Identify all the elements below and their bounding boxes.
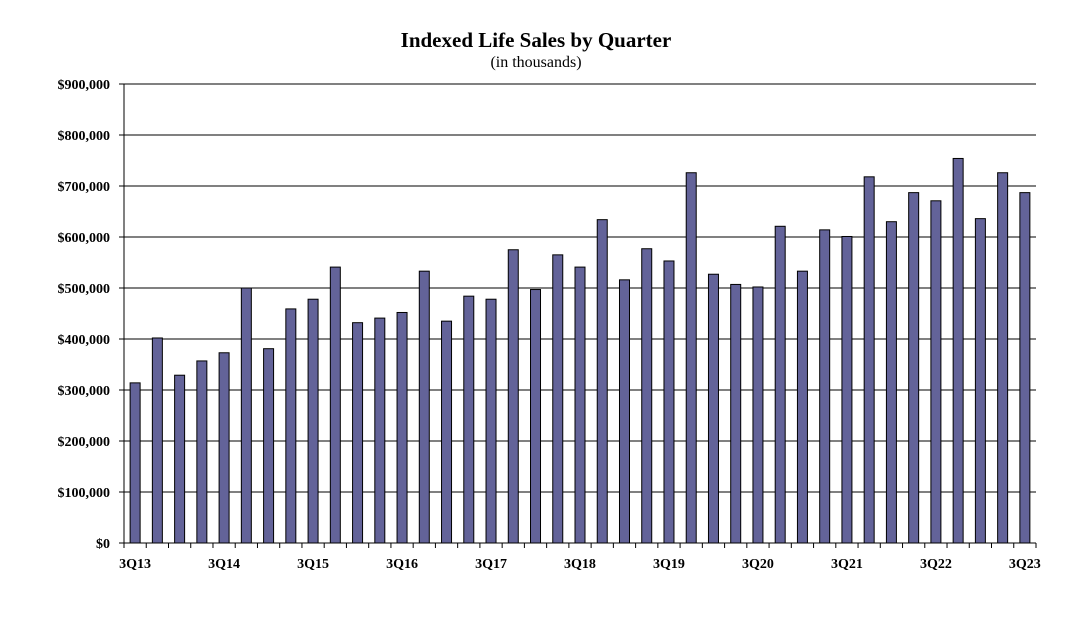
- bar-3Q18: [574, 266, 586, 544]
- bar-4Q19: [685, 172, 697, 544]
- bar-3Q13: [129, 382, 141, 544]
- bar-2Q15: [285, 308, 297, 544]
- bar-4Q16: [418, 270, 430, 544]
- bar-2Q22: [908, 192, 920, 544]
- bar-2Q21: [819, 229, 831, 544]
- bar-4Q21: [863, 176, 875, 544]
- bar-2Q17: [463, 295, 475, 544]
- bar-2Q16: [374, 317, 386, 544]
- bar-3Q15: [307, 298, 319, 544]
- bar-2Q23: [997, 172, 1009, 544]
- bar-1Q22: [885, 221, 897, 544]
- x-tick-label: 3Q15: [297, 557, 329, 572]
- bar-1Q19: [618, 279, 630, 544]
- bar-1Q20: [707, 273, 719, 544]
- bar-1Q18: [530, 289, 542, 544]
- x-tick-label: 3Q20: [742, 557, 774, 572]
- bar-4Q15: [329, 266, 341, 544]
- y-tick-label: $900,000: [58, 78, 111, 93]
- bar-1Q23: [974, 218, 986, 544]
- x-tick-label: 3Q13: [119, 557, 151, 572]
- bar-3Q21: [841, 235, 853, 544]
- bar-3Q22: [930, 200, 942, 544]
- bar-4Q18: [596, 219, 608, 544]
- bar-3Q16: [396, 311, 408, 544]
- bar-3Q20: [752, 286, 764, 544]
- x-tick-label: 3Q22: [920, 557, 952, 572]
- x-tick-label: 3Q18: [564, 557, 596, 572]
- bar-4Q13: [151, 337, 163, 544]
- x-tick-label: 3Q19: [653, 557, 685, 572]
- bar-3Q17: [485, 298, 497, 544]
- bar-2Q20: [730, 283, 742, 544]
- bar-1Q14: [174, 374, 186, 544]
- bar-1Q21: [796, 270, 808, 544]
- y-tick-label: $700,000: [58, 180, 111, 195]
- x-tick-label: 3Q16: [386, 557, 418, 572]
- y-tick-label: $200,000: [58, 435, 111, 450]
- bar-4Q14: [240, 287, 252, 544]
- chart-title: Indexed Life Sales by Quarter: [400, 28, 672, 52]
- bar-3Q14: [218, 352, 230, 544]
- bar-1Q15: [263, 348, 275, 544]
- x-tick-label: 3Q23: [1009, 557, 1041, 572]
- bar-2Q18: [552, 254, 564, 544]
- y-tick-label: $300,000: [58, 384, 111, 399]
- bar-1Q17: [441, 320, 453, 544]
- x-tick-label: 3Q17: [475, 557, 507, 572]
- bar-4Q20: [774, 225, 786, 544]
- x-tick-label: 3Q21: [831, 557, 863, 572]
- bar-4Q17: [507, 249, 519, 544]
- bar-1Q16: [352, 322, 364, 544]
- y-tick-label: $0: [96, 537, 110, 552]
- y-tick-label: $400,000: [58, 333, 111, 348]
- y-tick-label: $600,000: [58, 231, 111, 246]
- bar-2Q19: [641, 248, 653, 544]
- bar-4Q22: [952, 157, 964, 544]
- chart-subtitle: (in thousands): [490, 54, 582, 71]
- bar-3Q19: [663, 260, 675, 544]
- bar-3Q23: [1019, 192, 1031, 544]
- y-tick-label: $100,000: [58, 486, 111, 501]
- x-tick-label: 3Q14: [208, 557, 240, 572]
- y-tick-label: $800,000: [58, 129, 111, 144]
- bar-2Q14: [196, 360, 208, 544]
- y-tick-label: $500,000: [58, 282, 111, 297]
